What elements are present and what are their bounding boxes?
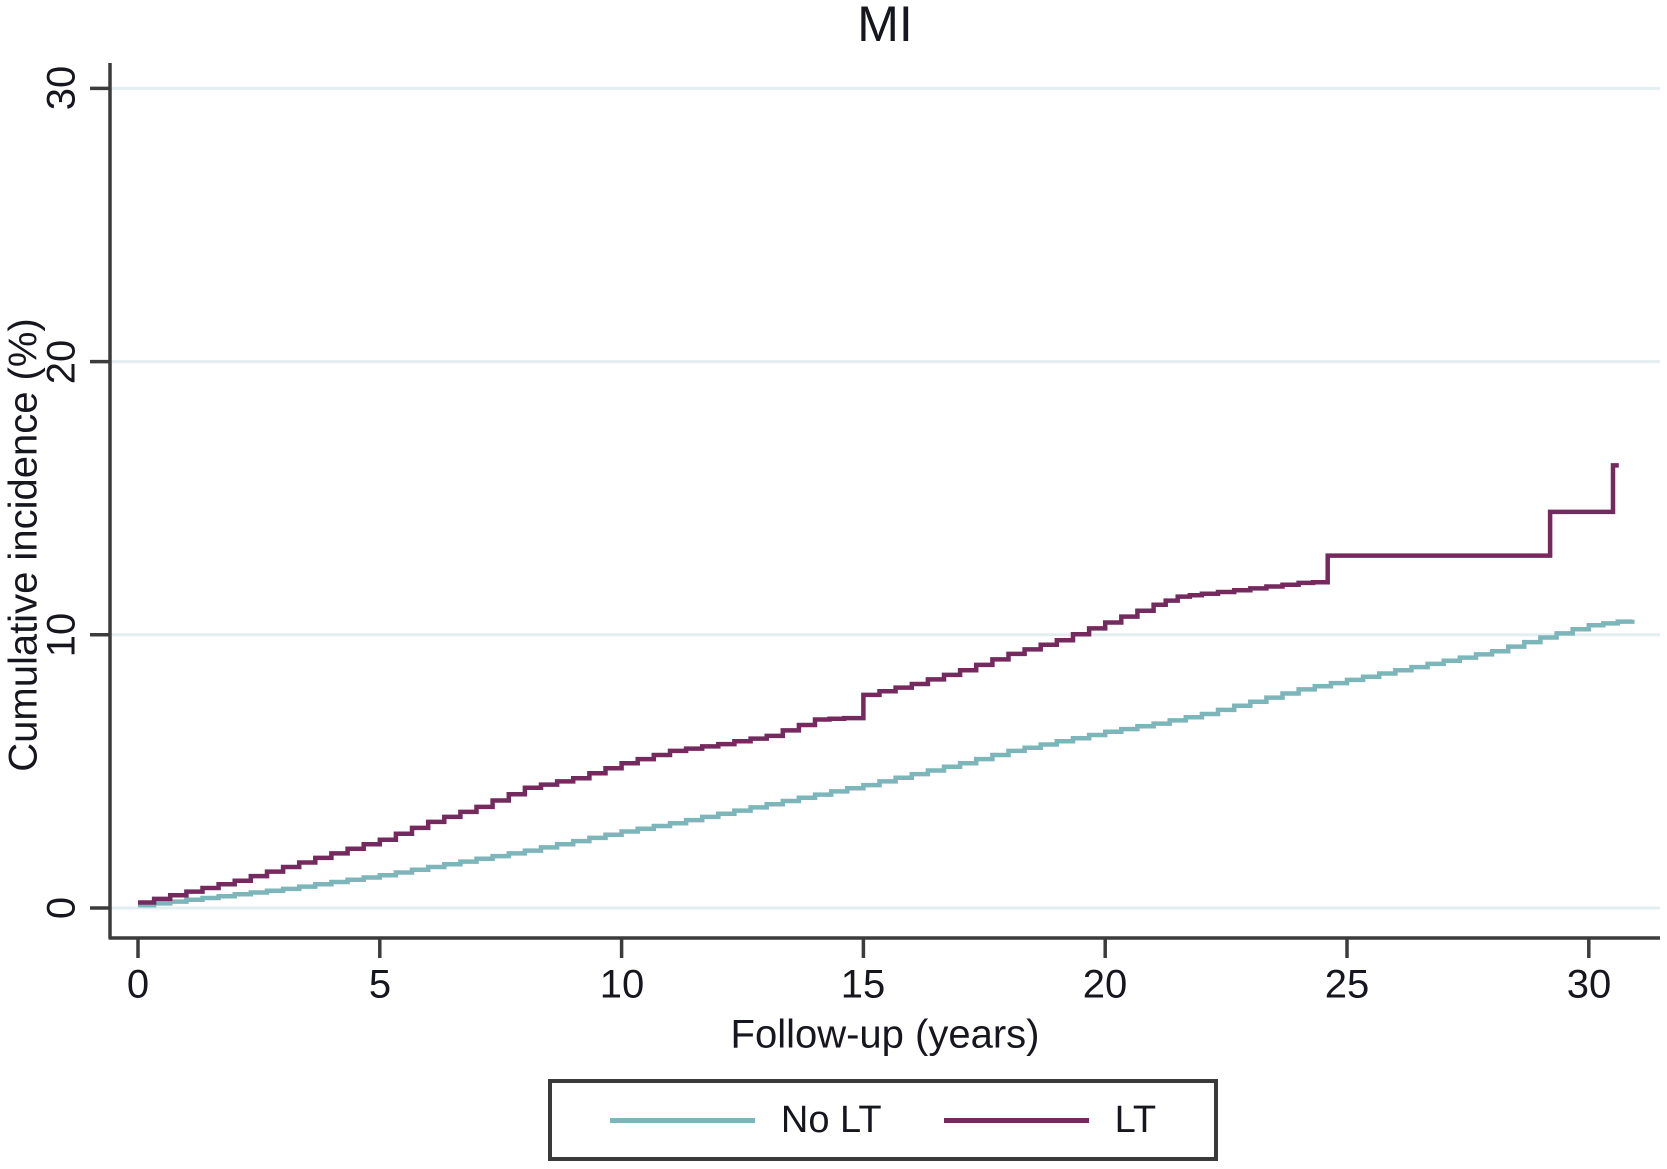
series-line-lt [138, 463, 1619, 905]
x-tick-label-0: 0 [126, 962, 150, 1007]
y-tick-label-30: 30 [39, 65, 84, 111]
x-tick-label-25: 25 [1324, 962, 1370, 1007]
chart-title: MI [857, 0, 913, 52]
y-tick-label-10: 10 [39, 612, 84, 658]
x-tick-label-5: 5 [368, 962, 392, 1007]
legend-line-no-lt [609, 1117, 755, 1123]
legend-label-lt: LT [1114, 1098, 1157, 1141]
y-tick-label-20: 20 [39, 339, 84, 385]
x-tick-label-20: 20 [1082, 962, 1128, 1007]
x-axis-title: Follow-up (years) [730, 1012, 1040, 1057]
x-tick-label-30: 30 [1566, 962, 1612, 1007]
legend: No LT LT [548, 1079, 1218, 1161]
series-line-no-lt [138, 619, 1635, 908]
x-tick-label-10: 10 [599, 962, 645, 1007]
y-tick-label-0: 0 [39, 896, 84, 920]
legend-line-lt [943, 1117, 1089, 1123]
legend-label-no-lt: No LT [780, 1098, 882, 1141]
x-tick-label-15: 15 [840, 962, 886, 1007]
